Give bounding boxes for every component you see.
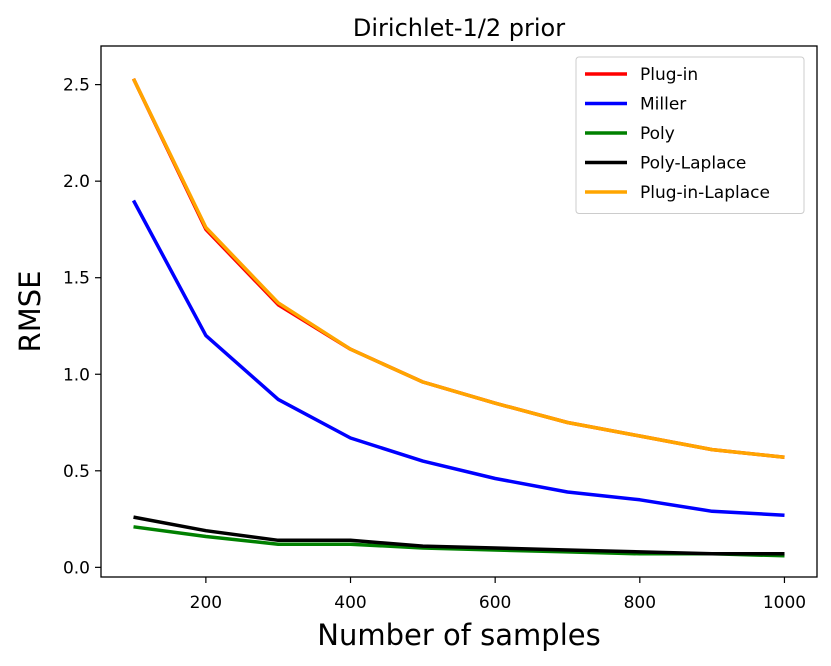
series-line-poly-laplace xyxy=(133,515,785,556)
x-tick-label: 200 xyxy=(190,593,222,613)
legend-label: Plug-in xyxy=(640,65,698,85)
y-tick-label: 1.5 xyxy=(63,269,90,289)
x-axis-title: Number of samples xyxy=(317,618,600,652)
y-axis-title: RMSE xyxy=(13,271,47,353)
y-tick-label: 2.0 xyxy=(63,172,90,192)
legend-label: Poly-Laplace xyxy=(640,154,746,174)
x-tick-label: 400 xyxy=(334,593,366,613)
y-axis: 0.0 0.5 1.0 1.5 2.0 2.5 xyxy=(63,76,101,578)
y-tick-label: 2.5 xyxy=(63,76,90,96)
x-tick-label: 1000 xyxy=(763,593,806,613)
chart-title: Dirichlet-1/2 prior xyxy=(353,14,565,42)
x-axis: 200 400 600 800 1000 xyxy=(190,577,806,613)
legend-label: Poly xyxy=(640,124,675,144)
legend-label: Plug-in-Laplace xyxy=(640,183,770,203)
x-tick-label: 600 xyxy=(479,593,511,613)
x-tick-label: 800 xyxy=(624,593,656,613)
plot-frame xyxy=(100,45,818,578)
y-tick-label: 1.0 xyxy=(63,365,90,385)
legend: Plug-in Miller Poly Poly-Laplace Plug-in-Lap… xyxy=(575,56,805,214)
series-lines xyxy=(131,78,785,558)
y-tick-label: 0.0 xyxy=(63,558,90,578)
series-line-plug-in-laplace xyxy=(131,78,785,460)
legend-box xyxy=(575,56,805,214)
y-tick-label: 0.5 xyxy=(63,462,90,482)
legend-label: Miller xyxy=(640,95,686,115)
series-line-miller xyxy=(131,199,785,517)
